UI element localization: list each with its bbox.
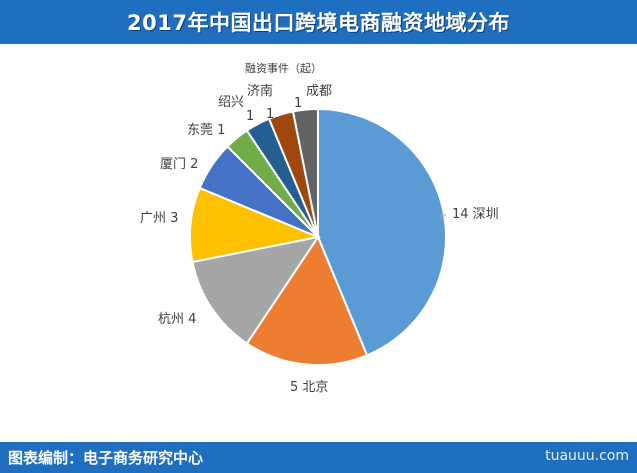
slice-label-5: 厦门 2	[160, 157, 198, 172]
small-slice-value-2: 1	[266, 107, 274, 122]
pie-slices	[189, 107, 447, 366]
footer-credit: 图表编制：电子商务研究中心	[8, 449, 204, 467]
slice-label-1: 14 深圳	[452, 207, 499, 222]
pie-slice-3	[191, 235, 321, 345]
slice-label-9: 成都	[306, 84, 332, 99]
pie-slice-1	[317, 107, 447, 357]
page-title: 2017年中国出口跨境电商融资地域分布	[127, 11, 510, 35]
slice-label-8: 济南	[247, 83, 273, 99]
small-slice-value-1: 1	[246, 109, 254, 124]
pie-slice-2	[245, 234, 369, 366]
slice-label-6: 东莞 1	[187, 123, 225, 138]
watermark-text: tuauuu.com	[545, 448, 629, 464]
slice-label-3: 杭州 4	[158, 312, 196, 327]
leader-lines	[440, 214, 446, 220]
chart-subtitle: 融资事件（起）	[245, 62, 322, 75]
small-slice-value-3: 1	[294, 96, 302, 111]
slice-label-7: 绍兴	[218, 95, 244, 110]
leader-line-1	[440, 214, 446, 220]
slice-label-2: 5 北京	[290, 380, 328, 395]
footer-bar: 图表编制：电子商务研究中心	[0, 442, 637, 473]
title-bar: 2017年中国出口跨境电商融资地域分布	[0, 0, 637, 44]
slice-label-4: 广州 3	[140, 211, 178, 226]
pie-slice-9	[291, 107, 319, 238]
